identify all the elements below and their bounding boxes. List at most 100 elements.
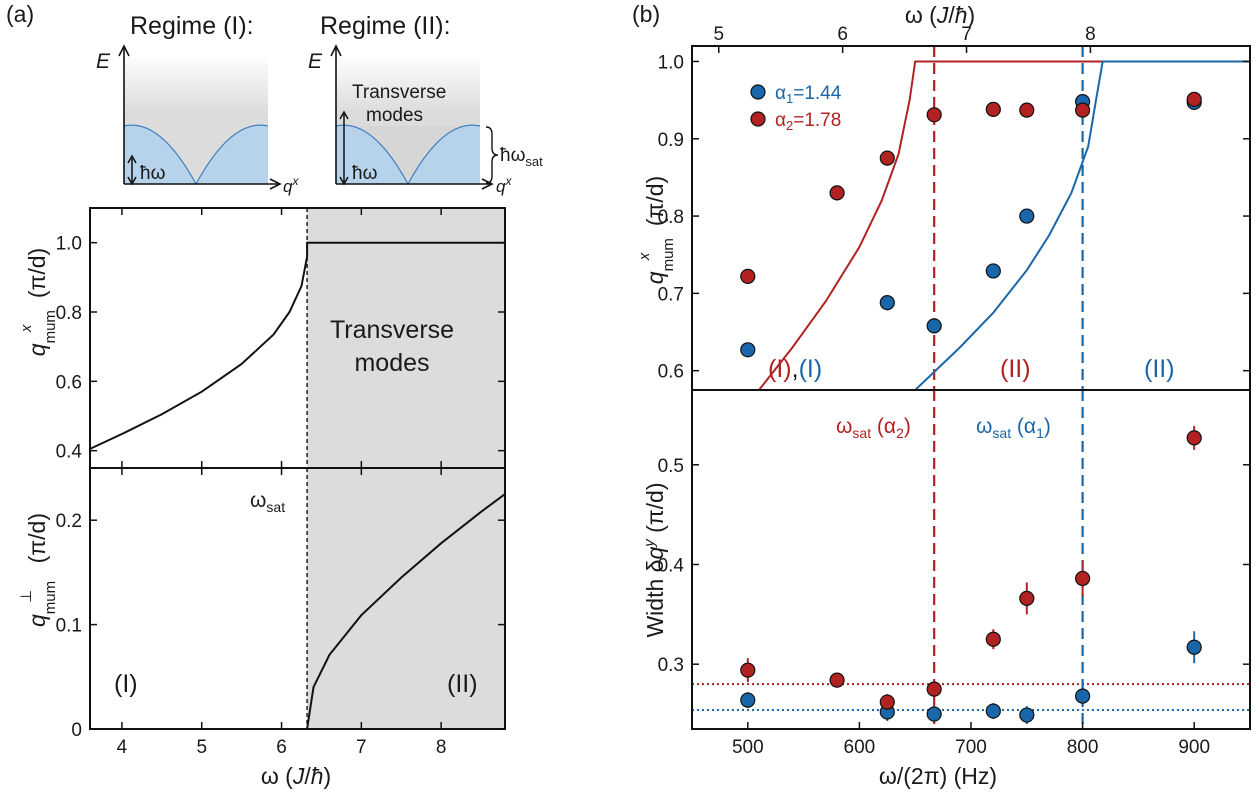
b-bottom-ylabel-unit: (π/d) bbox=[642, 482, 668, 539]
y-tick-label: 1.0 bbox=[56, 234, 82, 255]
b-top-ylabel-sub: mum bbox=[660, 238, 677, 271]
x-tick-label: 900 bbox=[1178, 737, 1210, 758]
b-regime-mid: (II) bbox=[1000, 355, 1031, 383]
data-point bbox=[1019, 208, 1035, 224]
b-top-ylabel-sup: x bbox=[636, 252, 653, 261]
b-bottom-ylabel-q: q bbox=[642, 547, 668, 560]
data-point bbox=[1074, 102, 1091, 118]
omega-sat-main: ω bbox=[250, 489, 266, 512]
data-point bbox=[1074, 570, 1091, 587]
data-point bbox=[740, 268, 756, 284]
b-regime-right: (II) bbox=[1144, 355, 1175, 383]
inset1-q-text: q bbox=[283, 177, 293, 196]
legend: α1=1.44 α2=1.78 bbox=[750, 83, 842, 133]
a-bottom-ylabel-unit: (π/d) bbox=[24, 513, 50, 570]
b-bottom-ylabel: Width δqy (π/d) bbox=[641, 482, 668, 637]
panel-a-label: (a) bbox=[6, 1, 34, 27]
data-point bbox=[1186, 91, 1202, 107]
top-axis-tick-label: 7 bbox=[961, 24, 972, 45]
inset2-transverse-1: Transverse bbox=[352, 82, 446, 103]
b-bottom-ylabel-sup: y bbox=[641, 538, 658, 548]
data-point bbox=[740, 692, 756, 708]
data-point bbox=[985, 101, 1001, 117]
series-line bbox=[306, 493, 506, 730]
x-tick-label: 4 bbox=[117, 737, 128, 758]
b-regime-left-blue: (I) bbox=[799, 355, 823, 383]
b-top-axis-j: J bbox=[936, 2, 949, 28]
osa1-sub: sat bbox=[992, 425, 1011, 441]
data-point bbox=[879, 295, 895, 311]
a-bottom-ylabel-sub: mum bbox=[42, 581, 59, 614]
data-point bbox=[1019, 707, 1035, 723]
inset2-q-arrow bbox=[481, 178, 494, 190]
a-bottom-ylabel: qmum ⊥ (π/d) bbox=[18, 513, 59, 627]
data-point bbox=[985, 703, 1001, 719]
y-tick-label: 0.7 bbox=[658, 284, 684, 305]
top-axis-tick-label: 8 bbox=[1085, 24, 1096, 45]
inset2-q-sup: x bbox=[504, 174, 512, 188]
y-tick-label: 0.8 bbox=[56, 303, 82, 324]
transverse-shaded-region bbox=[307, 208, 505, 468]
data-point bbox=[1019, 102, 1035, 118]
panel-b-top-plot: 0.6 0.7 0.8 0.9 1.0 5 6 7 8 bbox=[658, 24, 1251, 391]
plot-area bbox=[740, 46, 1250, 390]
legend-alpha2-sub: 2 bbox=[786, 118, 793, 133]
b-top-axis-hbar: ħ bbox=[955, 2, 968, 28]
data-point bbox=[926, 107, 942, 123]
y-tick-label: 1.0 bbox=[658, 52, 684, 73]
osa1-main: ω bbox=[976, 415, 992, 438]
x-tick-label: 7 bbox=[356, 737, 367, 758]
regime-2-title: Regime (II): bbox=[320, 12, 451, 40]
data-point bbox=[829, 185, 845, 201]
b-top-axis-label: ω (J/ħ) bbox=[905, 2, 975, 28]
b-regime-left: (I),(I) bbox=[768, 355, 822, 383]
plot-frame bbox=[691, 389, 1251, 730]
a-top-ylabel-sub: mum bbox=[42, 310, 59, 343]
plot-frame bbox=[89, 467, 506, 730]
y-tick-label: 0.3 bbox=[658, 655, 684, 676]
a-xlabel-j: J bbox=[292, 763, 305, 789]
legend-alpha1-sub: 1 bbox=[786, 91, 793, 106]
inset2-q-label: qx bbox=[496, 174, 512, 196]
panel-b-bottom-plot: 0.3 0.4 0.5 500 600 700 800 900 bbox=[658, 389, 1251, 758]
osa2-main: ω bbox=[836, 415, 852, 438]
b-top-ylabel-q: q bbox=[642, 271, 668, 284]
y-tick-label: 0 bbox=[71, 720, 82, 741]
b-xlabel: ω/(2π) (Hz) bbox=[879, 763, 997, 789]
osa2-sub: sat bbox=[852, 425, 871, 441]
a-bottom-ylabel-sup: ⊥ bbox=[18, 590, 35, 603]
top-axis-tick-label: 5 bbox=[713, 24, 724, 45]
data-point bbox=[926, 318, 942, 334]
panel-a-bottom-plot: ωsat (I) (II) 0 0.1 0.2 4 5 6 7 8 bbox=[56, 467, 506, 758]
legend-alpha2-main: α bbox=[775, 110, 786, 131]
inset2-sat-main: ħω bbox=[500, 145, 526, 166]
inset1-q-label: qx bbox=[283, 174, 299, 196]
osa2-close: ) bbox=[904, 415, 911, 438]
osa2-alpha-sub: 2 bbox=[896, 425, 904, 441]
model-curve bbox=[914, 60, 1250, 390]
legend-label-alpha1: α1=1.44 bbox=[775, 83, 842, 106]
inset1-q-sup: x bbox=[291, 174, 299, 188]
y-tick-label: 0.1 bbox=[56, 616, 82, 637]
regime-1-inset: Regime (I): E qx ħω bbox=[96, 12, 299, 196]
x-tick-label: 6 bbox=[276, 737, 287, 758]
inset2-energy-label: E bbox=[308, 50, 323, 73]
b-regime-left-red: (I) bbox=[768, 355, 792, 383]
data-point bbox=[879, 694, 895, 710]
y-tick-label: 0.8 bbox=[658, 207, 684, 228]
a-top-ylabel: qmumx (π/d) bbox=[18, 248, 59, 356]
legend-marker-alpha1 bbox=[750, 84, 766, 100]
y-tick-label: 0.6 bbox=[56, 372, 82, 393]
inset1-omega-arrowheads bbox=[127, 154, 137, 186]
a-xlabel: ω (J/ħ) bbox=[261, 763, 331, 789]
model-curve bbox=[758, 60, 1250, 390]
regime-1-title: Regime (I): bbox=[130, 12, 254, 40]
data-point bbox=[740, 662, 756, 678]
data-point bbox=[985, 263, 1001, 279]
omega-sat-alpha1-label: ωsat (α1) bbox=[976, 415, 1051, 441]
data-point bbox=[1186, 430, 1202, 446]
transverse-shaded-region-bottom bbox=[307, 468, 505, 729]
osa1-alpha-sub: 1 bbox=[1036, 425, 1044, 441]
a-xlabel-hbar: ħ bbox=[311, 763, 324, 789]
y-tick-label: 0.2 bbox=[56, 511, 82, 532]
